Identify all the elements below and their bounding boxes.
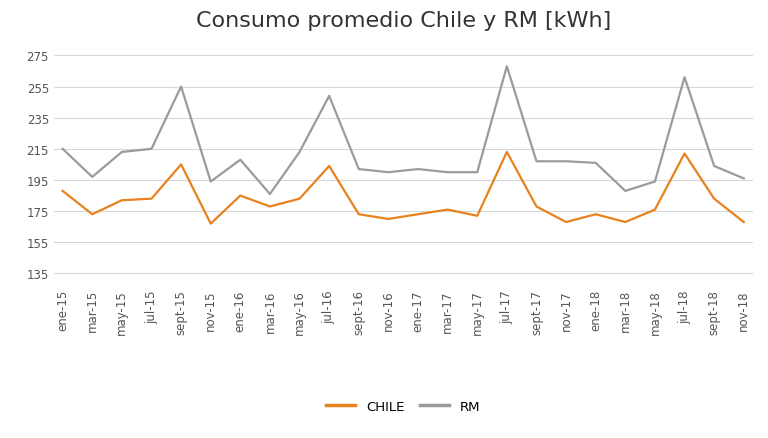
RM: [58, 147, 68, 152]
RM: [561, 159, 571, 165]
RM: [739, 177, 748, 182]
RM: [236, 158, 245, 163]
CHILE: [561, 220, 571, 225]
RM: [354, 167, 363, 172]
CHILE: [680, 152, 689, 157]
RM: [532, 159, 541, 165]
RM: [265, 192, 274, 197]
RM: [472, 170, 482, 176]
RM: [88, 175, 97, 180]
CHILE: [621, 220, 630, 225]
Title: Consumo promedio Chile y RM [kWh]: Consumo promedio Chile y RM [kWh]: [196, 11, 611, 31]
CHILE: [413, 212, 422, 217]
CHILE: [236, 194, 245, 199]
CHILE: [206, 222, 215, 227]
CHILE: [384, 217, 393, 222]
CHILE: [58, 189, 68, 194]
Line: CHILE: CHILE: [63, 152, 743, 224]
RM: [621, 189, 630, 194]
RM: [591, 161, 601, 166]
CHILE: [88, 212, 97, 217]
RM: [118, 150, 127, 155]
Line: RM: RM: [63, 67, 743, 194]
CHILE: [443, 208, 452, 213]
CHILE: [710, 197, 719, 202]
RM: [147, 147, 156, 152]
CHILE: [354, 212, 363, 217]
RM: [325, 94, 334, 99]
CHILE: [295, 197, 304, 202]
RM: [443, 170, 452, 176]
CHILE: [532, 205, 541, 210]
CHILE: [502, 150, 511, 155]
CHILE: [325, 164, 334, 169]
CHILE: [650, 208, 660, 213]
CHILE: [739, 220, 748, 225]
CHILE: [147, 197, 156, 202]
RM: [502, 64, 511, 70]
CHILE: [591, 212, 601, 217]
RM: [413, 167, 422, 172]
RM: [710, 164, 719, 169]
RM: [295, 150, 304, 155]
RM: [177, 85, 186, 90]
Legend: CHILE, RM: CHILE, RM: [321, 394, 485, 418]
CHILE: [265, 205, 274, 210]
RM: [680, 75, 689, 81]
RM: [206, 180, 215, 185]
CHILE: [472, 214, 482, 219]
CHILE: [118, 198, 127, 203]
CHILE: [177, 162, 186, 168]
RM: [650, 180, 660, 185]
RM: [384, 170, 393, 176]
